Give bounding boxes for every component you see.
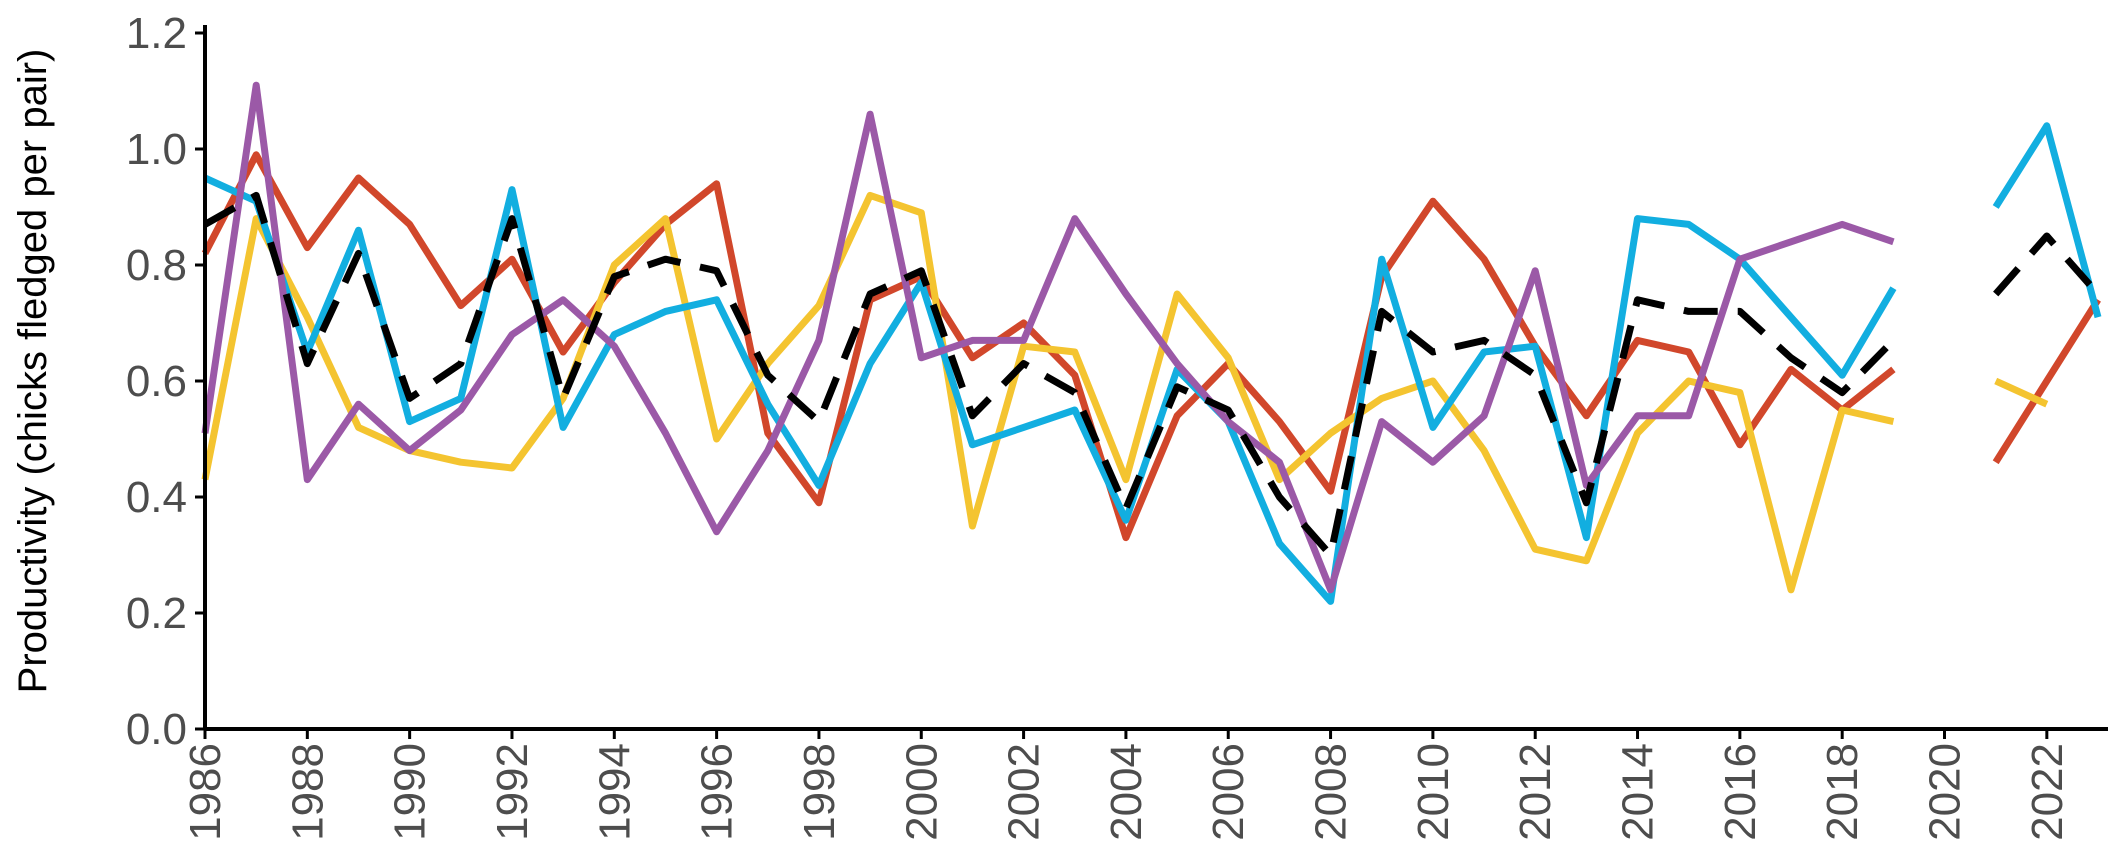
y-tick-label: 0.4 bbox=[126, 473, 187, 522]
x-tick-label: 2004 bbox=[1102, 743, 1151, 841]
x-tick-label: 2010 bbox=[1409, 743, 1458, 841]
y-tick-label: 1.2 bbox=[126, 9, 187, 58]
x-tick-label: 2006 bbox=[1204, 743, 1253, 841]
x-tick-label: 2014 bbox=[1614, 743, 1663, 841]
x-tick-label: 2018 bbox=[1818, 743, 1867, 841]
series-line-5 bbox=[203, 191, 2101, 559]
y-axis-ticks: 0.0 0.2 0.4 0.6 0.8 1.0 1.2 bbox=[126, 9, 205, 754]
x-tick-label: 1996 bbox=[693, 743, 742, 841]
x-tick-label: 2000 bbox=[897, 743, 946, 841]
series-line-2 bbox=[201, 191, 2049, 594]
y-tick-label: 0.0 bbox=[126, 705, 187, 754]
x-tick-label: 1994 bbox=[590, 743, 639, 841]
x-tick-label: 2016 bbox=[1716, 743, 1765, 841]
x-tick-label: 1986 bbox=[181, 743, 230, 841]
series-line-4 bbox=[201, 81, 1895, 594]
y-tick-label: 0.6 bbox=[126, 357, 187, 406]
x-tick-label: 1998 bbox=[795, 743, 844, 841]
x-tick-label: 2020 bbox=[1921, 743, 1970, 841]
series-layer bbox=[201, 81, 2102, 605]
series-line-3 bbox=[203, 122, 2102, 605]
x-tick-label: 2002 bbox=[1000, 743, 1049, 841]
y-tick-label: 0.8 bbox=[126, 241, 187, 290]
x-tick-label: 2022 bbox=[2023, 743, 2072, 841]
x-tick-label: 2012 bbox=[1511, 743, 1560, 841]
x-tick-label: 1988 bbox=[283, 743, 332, 841]
x-tick-label: 1990 bbox=[386, 743, 435, 841]
x-tick-label: 1992 bbox=[488, 743, 537, 841]
x-axis-ticks: 1986 1988 1990 1992 1994 1996 1998 2000 2002 2004… bbox=[181, 729, 2072, 841]
y-tick-label: 0.2 bbox=[126, 589, 187, 638]
y-axis-title: Productivity (chicks fledged per pair) bbox=[11, 49, 55, 694]
x-tick-label: 2008 bbox=[1307, 743, 1356, 841]
y-tick-label: 1.0 bbox=[126, 125, 187, 174]
